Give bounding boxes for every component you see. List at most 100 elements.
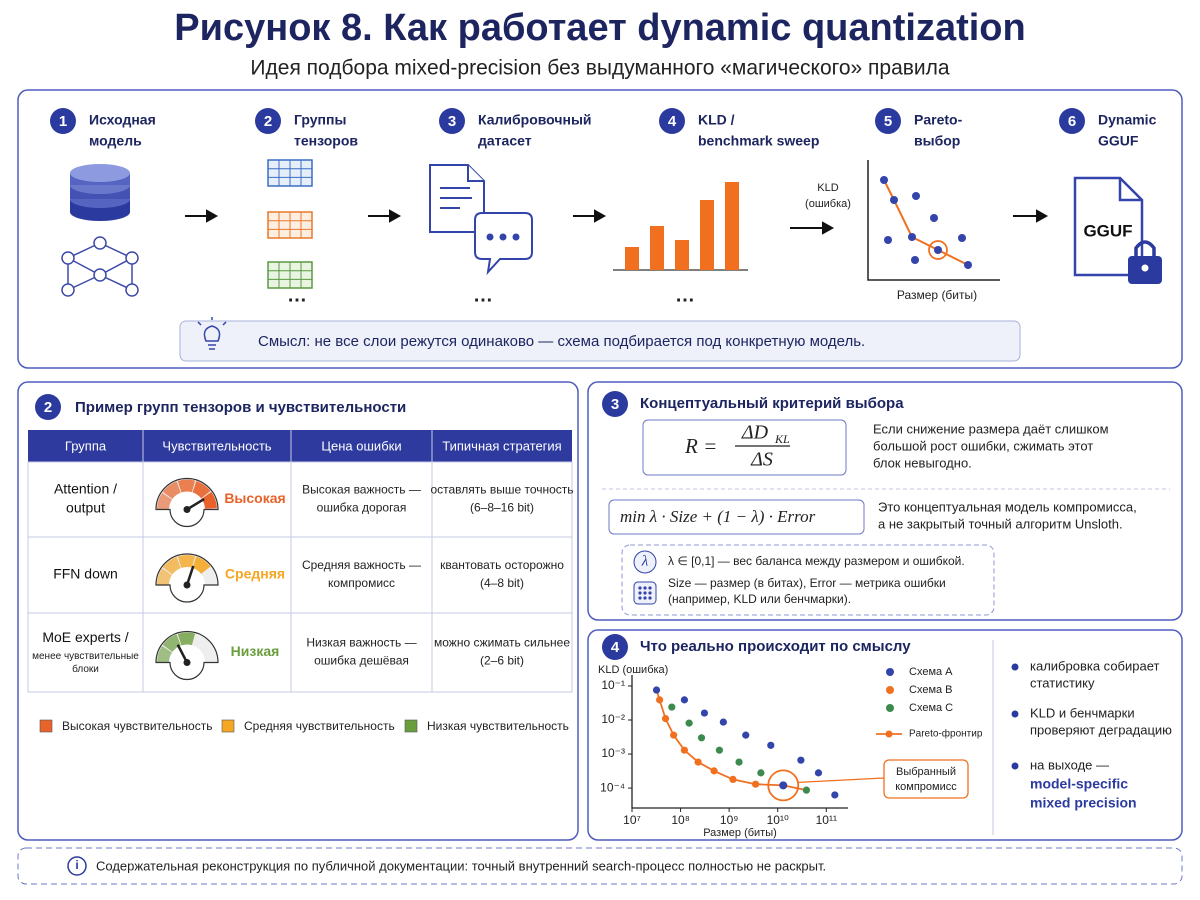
label: Размер (биты) <box>703 827 777 839</box>
bars-icon <box>613 182 748 271</box>
gauge-segment <box>162 556 182 575</box>
gauge-segment <box>201 491 217 510</box>
label: 10¹⁰ <box>767 813 789 827</box>
label: 10⁹ <box>720 813 739 827</box>
label: Средняя чувствительность <box>244 719 395 733</box>
label: 10⁻³ <box>601 746 625 760</box>
label: (4–8 bit) <box>480 576 524 590</box>
label: менее чувствительные <box>32 651 139 662</box>
gauge-segment <box>177 632 196 646</box>
label: Содержательная реконструкция по публично… <box>96 858 826 873</box>
label: FFN down <box>53 566 118 582</box>
label: Схема C <box>909 702 953 714</box>
label: Идея подбора mixed-precision без выдуман… <box>250 57 949 80</box>
scatter-point <box>668 703 676 711</box>
step-number-badge <box>439 108 465 134</box>
label: Смысл: не все слои режутся одинаково — с… <box>258 333 865 350</box>
bulb-icon <box>197 317 227 350</box>
step-number-badge <box>1059 108 1085 134</box>
label: проверяют деградацию <box>1030 722 1172 737</box>
label: 5 <box>884 113 892 130</box>
label: Пример групп тензоров и чувствительности <box>75 399 406 416</box>
label: а не закрытый точный алгоритм Unsloth. <box>878 516 1123 531</box>
scatter-point <box>652 686 661 694</box>
label: 4 <box>611 639 620 656</box>
pareto-icon <box>867 160 1000 281</box>
label: Высокая чувствительность <box>62 719 212 733</box>
label: 3 <box>611 396 619 413</box>
scatter-point <box>757 769 765 777</box>
label: компромисс <box>895 781 957 793</box>
label: λ ∈ [0,1] — вес баланса между размером и… <box>668 554 965 568</box>
gauge-segment <box>177 479 196 493</box>
label: ошибка дорогая <box>317 501 407 515</box>
label: модель <box>89 133 142 149</box>
scatter-point <box>694 758 702 766</box>
label: статистику <box>1030 675 1095 690</box>
footer-box <box>17 847 1183 885</box>
tensor-grids-icon <box>267 159 313 289</box>
legend-swatch <box>221 719 235 733</box>
bullet-dot <box>1011 762 1019 770</box>
label: benchmark sweep <box>698 133 819 149</box>
arrows <box>185 209 1049 235</box>
label: 10⁷ <box>623 813 641 827</box>
label: Высокая <box>224 490 285 506</box>
label: 10¹¹ <box>816 813 837 827</box>
label: Цена ошибки <box>321 438 401 453</box>
callout-line <box>798 777 885 783</box>
label: … <box>675 284 695 306</box>
label: R = <box>684 434 717 458</box>
gauge-outline <box>155 477 219 528</box>
selected-ring <box>767 769 800 802</box>
table-header <box>28 430 572 462</box>
gauge-segment <box>192 480 211 499</box>
legend-dot <box>885 730 893 738</box>
label: (ошибка) <box>805 198 851 210</box>
objective-box <box>608 499 865 535</box>
legend-dot <box>886 668 894 676</box>
scatter-point <box>680 696 689 704</box>
gauge-segment <box>177 555 196 568</box>
label: 2 <box>264 113 272 130</box>
scatter-point <box>719 718 727 726</box>
label: MoE experts / <box>42 629 128 645</box>
step-number-badge <box>602 391 628 417</box>
dataset-icon <box>429 164 533 276</box>
definitions-box <box>621 544 995 616</box>
scatter-point <box>742 731 750 739</box>
step-number-badge <box>35 394 61 420</box>
label: датасет <box>478 133 532 149</box>
info-icon <box>67 856 87 876</box>
label: min λ · Size + (1 − λ) · Error <box>620 507 816 526</box>
label: Типичная стратегия <box>442 438 561 453</box>
step-number-badge <box>50 108 76 134</box>
network-icon <box>61 236 139 297</box>
gauge-segment <box>157 492 173 510</box>
table-body <box>27 461 573 693</box>
label: 10⁻¹ <box>601 678 625 692</box>
label: Если снижение размера даёт слишком <box>873 421 1109 436</box>
label: Группы <box>294 112 346 128</box>
label: Pareto-фронтир <box>909 728 983 740</box>
scatter-point <box>831 791 839 799</box>
bullet-dot <box>1011 663 1019 671</box>
label: 3 <box>448 113 456 130</box>
label: Pareto- <box>914 112 963 128</box>
grid-icon <box>633 581 657 605</box>
scatter-point <box>814 769 823 777</box>
scatter-point <box>680 746 689 754</box>
label: 4 <box>668 113 677 130</box>
gauge-segment <box>157 568 173 586</box>
scatter-point <box>655 696 664 704</box>
scatter-point <box>735 758 743 766</box>
label: Калибровочный <box>478 112 592 128</box>
step-number-badge <box>875 108 901 134</box>
legend-dot <box>886 686 894 694</box>
label: … <box>473 284 493 306</box>
database-icon <box>70 164 130 221</box>
legend-dot <box>886 704 894 712</box>
label: (2–6 bit) <box>480 654 524 668</box>
gauge-segment <box>162 481 182 500</box>
label: Высокая важность — <box>302 483 421 497</box>
